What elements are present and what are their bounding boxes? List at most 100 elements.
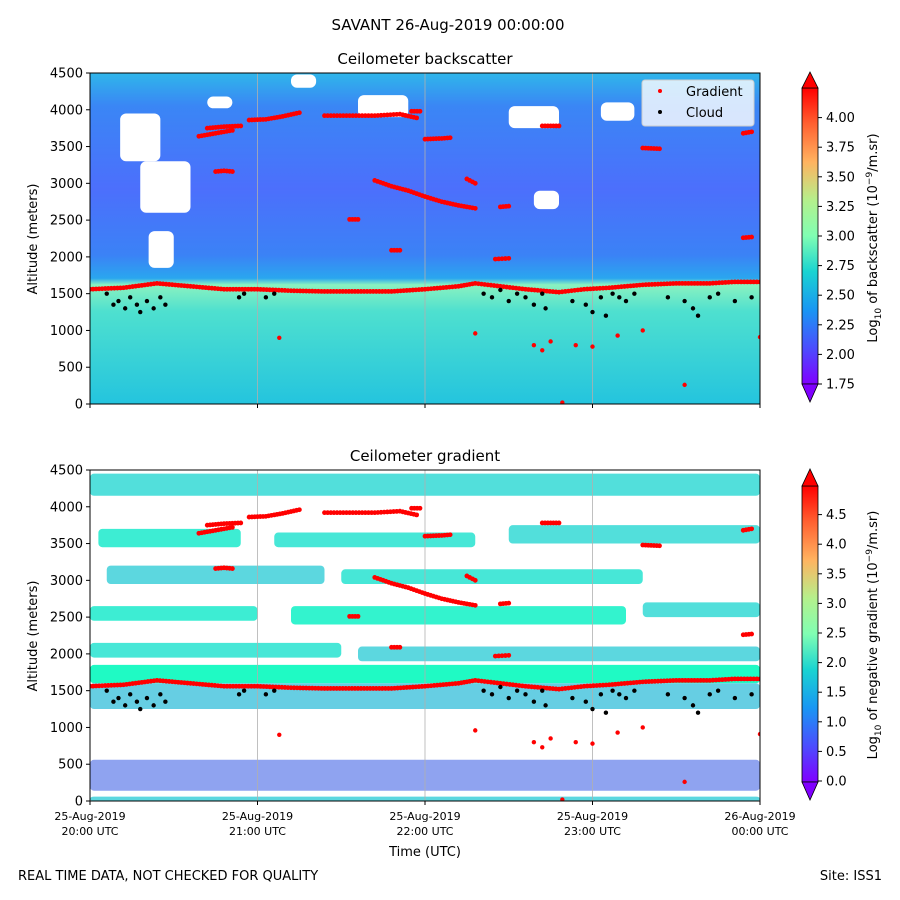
- x-tick-label-time: 00:00 UTC: [731, 825, 788, 838]
- cloud-marker: [583, 699, 588, 704]
- y-tick-label: 4000: [50, 103, 83, 118]
- x-tick-label-time: 21:00 UTC: [229, 825, 286, 838]
- cloud-marker: [138, 309, 143, 315]
- x-tick-label-date: 25-Aug-2019: [557, 810, 628, 823]
- colorbar-tick-label: 3.50: [826, 170, 855, 185]
- colorbar-tick-label: 0.0: [826, 775, 847, 790]
- gradient-marker: [540, 348, 545, 353]
- cloud-marker: [263, 692, 269, 697]
- y-tick-label: 4500: [50, 67, 83, 82]
- backscatter-gradient-markers: [90, 108, 760, 404]
- cloud-marker: [598, 295, 604, 300]
- cloud-marker: [715, 688, 721, 693]
- gradient-marker: [548, 736, 553, 741]
- gradient-marker: [414, 512, 420, 518]
- cloud-marker: [610, 291, 615, 296]
- gradient-marker: [397, 644, 403, 650]
- colorbar-tick-label: 1.75: [826, 378, 855, 393]
- gradient-y-ticks: 0 500 1000 1500 2000 2500 3000 3500 4000 4500: [50, 464, 90, 810]
- cloud-marker: [695, 710, 701, 715]
- clear-air-region: [140, 161, 191, 213]
- colorbar-tick-label: 3.0: [826, 597, 847, 612]
- cloud-marker: [682, 298, 687, 304]
- cloud-marker: [489, 692, 495, 697]
- gradient-marker: [615, 333, 620, 338]
- gradient-marker: [355, 613, 361, 619]
- cloud-marker: [590, 706, 595, 712]
- gradient-colorbar-bar: [801, 485, 819, 783]
- gradient-layer: [90, 642, 342, 658]
- y-tick-label: 3000: [50, 574, 83, 589]
- legend-cloud-marker: [658, 110, 662, 114]
- gradient-marker: [682, 779, 687, 785]
- cloud-marker: [623, 298, 629, 304]
- cloud-marker: [603, 710, 609, 715]
- colorbar-tick-label: 3.25: [826, 200, 855, 215]
- backscatter-y-ticks: 0 500 1000 1500 2000 2500 3000 3500 4000 4500: [50, 67, 90, 413]
- cloud-marker: [122, 306, 128, 311]
- gradient-layer: [291, 606, 626, 625]
- cloud-marker: [163, 302, 168, 307]
- cloud-marker: [623, 695, 629, 701]
- cloud-marker: [590, 309, 595, 315]
- clear-air-region: [207, 96, 233, 109]
- cloud-marker: [695, 313, 701, 318]
- cloud-marker: [690, 703, 696, 708]
- y-tick-label: 3000: [50, 177, 83, 192]
- backscatter-colorbar-bar: [801, 87, 819, 385]
- cloud-marker: [241, 291, 247, 296]
- colorbar-tick-label: 2.0: [826, 656, 847, 671]
- cloud-marker: [523, 692, 528, 697]
- gradient-cloud-markers: [104, 684, 754, 715]
- y-tick-label: 500: [58, 758, 83, 773]
- cloud-marker: [111, 302, 116, 307]
- x-tick-label-date: 25-Aug-2019: [54, 810, 125, 823]
- cloud-marker: [151, 703, 156, 708]
- y-tick-label: 2500: [50, 214, 83, 229]
- cloud-marker: [583, 302, 588, 307]
- backscatter-colorbar-label: Log10 of backscatter (10−9/m.sr): [865, 133, 884, 342]
- clear-air-region: [600, 102, 635, 121]
- cloud-marker: [603, 313, 609, 318]
- gradient-x-label: Time (UTC): [388, 845, 461, 860]
- gradient-colorbar-ticks: 0.0 0.5 1.0 1.5 2.0 2.5 3.0 3.5 4.0 4.5: [818, 508, 847, 790]
- cloud-marker: [498, 287, 503, 293]
- gradient-marker: [657, 146, 662, 152]
- cloud-marker: [241, 688, 247, 693]
- cloud-marker: [749, 295, 754, 300]
- x-tick-label-date: 25-Aug-2019: [222, 810, 293, 823]
- cloud-marker: [144, 298, 150, 304]
- cloud-marker: [236, 295, 242, 300]
- gradient-marker: [506, 652, 512, 658]
- cloud-marker: [263, 295, 269, 300]
- cloud-marker: [690, 306, 696, 311]
- gradient-marker: [749, 526, 755, 532]
- colorbar-tick-label: 0.5: [826, 745, 847, 760]
- cloud-marker: [632, 291, 637, 296]
- cloud-marker: [543, 703, 548, 708]
- gradient-marker: [414, 115, 420, 121]
- gradient-marker: [615, 730, 620, 735]
- cloud-marker: [163, 699, 168, 704]
- cloud-marker: [506, 298, 511, 304]
- gradient-colorbar: 0.0 0.5 1.0 1.5 2.0 2.5 3.0 3.5 4.0 4.5 Log10 of …: [801, 468, 884, 801]
- colorbar-tick-label: 1.5: [826, 686, 847, 701]
- cloud-marker: [682, 695, 687, 701]
- gradient-grid: [257, 470, 593, 801]
- gradient-marker: [238, 520, 244, 526]
- gradient-marker: [472, 205, 478, 211]
- gradient-marker: [277, 732, 282, 737]
- cloud-marker: [138, 706, 143, 712]
- cloud-marker: [116, 695, 121, 701]
- cloud-marker: [272, 688, 277, 693]
- cloud-marker: [707, 692, 712, 697]
- y-tick-label: 0: [75, 795, 83, 810]
- gradient-marker: [355, 216, 361, 222]
- colorbar-tick-label: 2.50: [826, 289, 855, 304]
- cloud-marker: [570, 298, 575, 304]
- cloud-marker: [158, 295, 163, 300]
- x-tick-label-time: 23:00 UTC: [564, 825, 621, 838]
- gradient-marker: [417, 108, 423, 114]
- gradient-marker: [757, 279, 760, 285]
- colorbar-tick-label: 3.75: [826, 141, 855, 156]
